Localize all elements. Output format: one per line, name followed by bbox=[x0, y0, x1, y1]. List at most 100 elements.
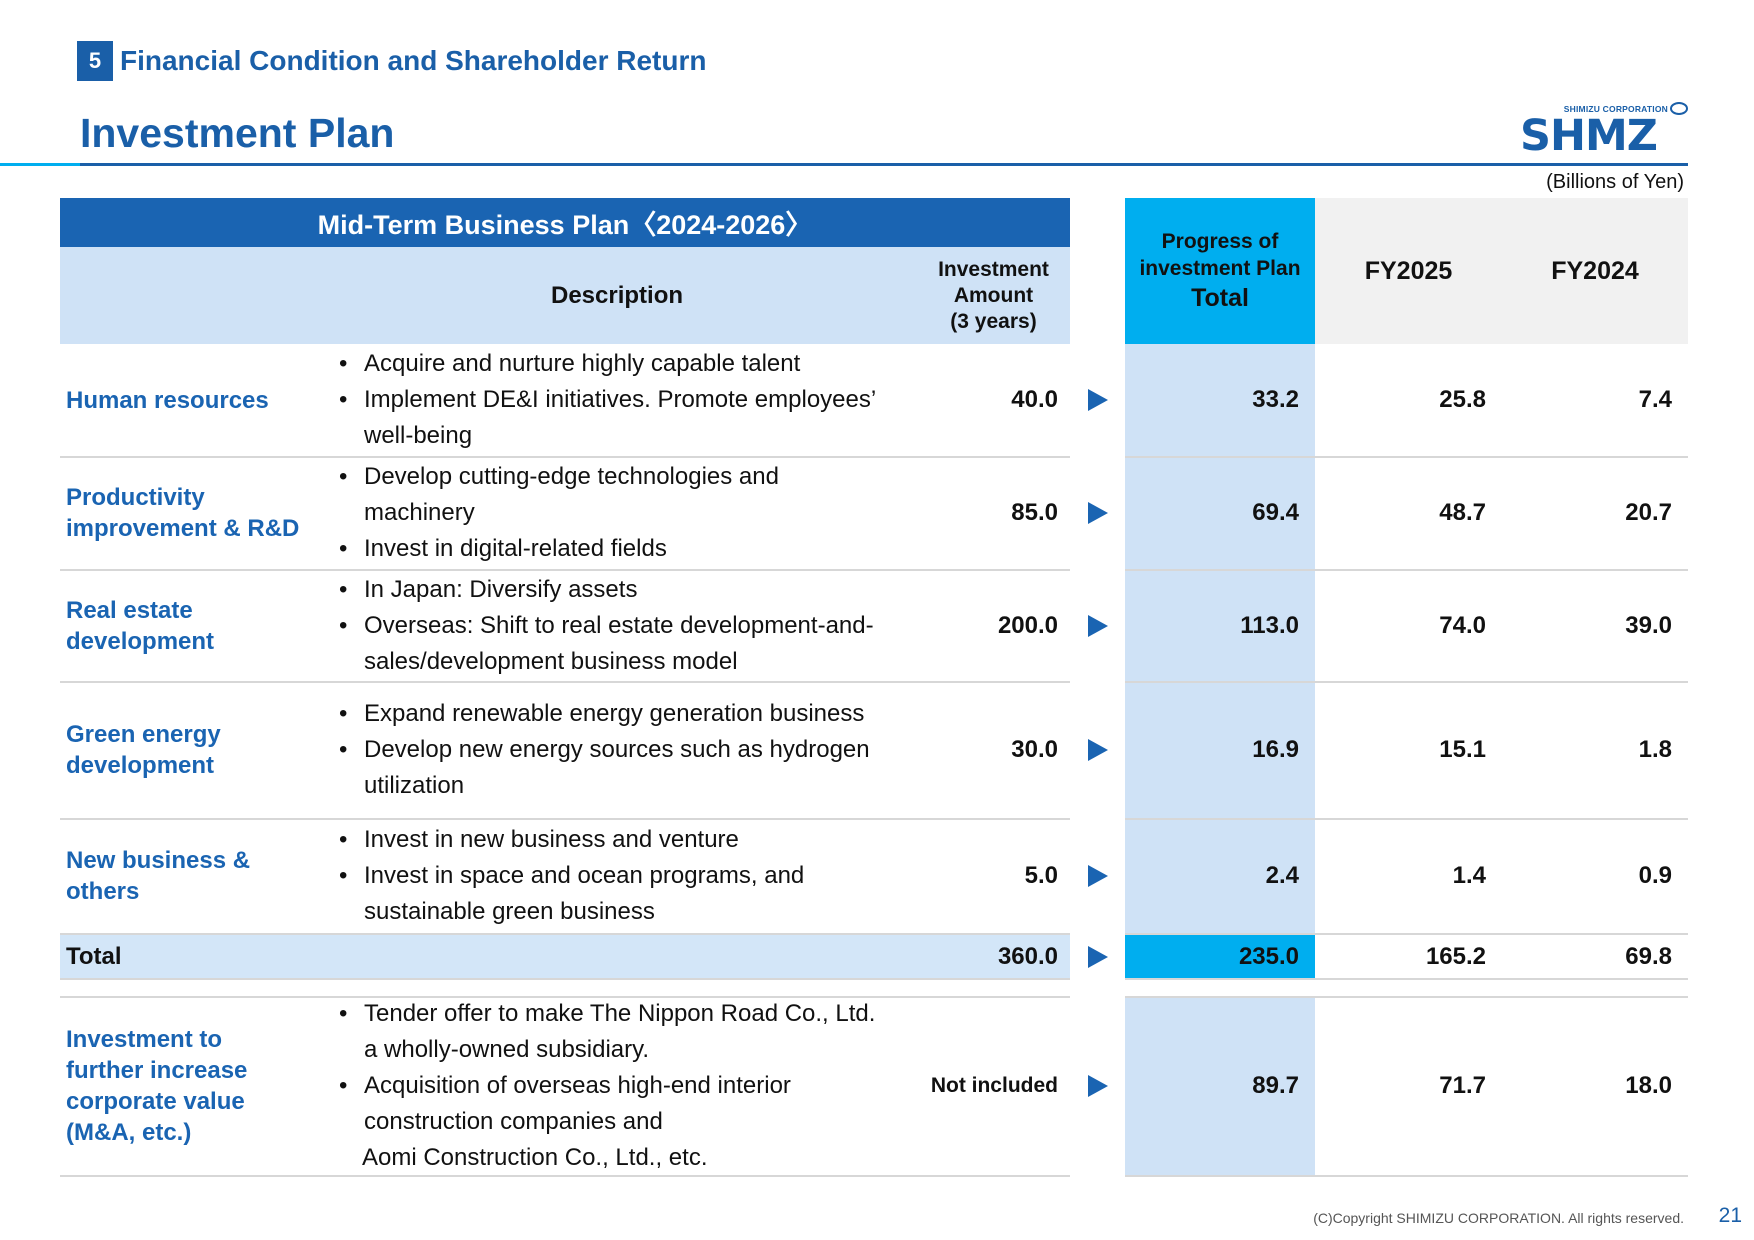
investment-amount: Not included bbox=[930, 1074, 1058, 1097]
arrow-icon bbox=[1070, 457, 1125, 569]
fy2025-header: FY2025 bbox=[1315, 198, 1502, 344]
row-category: Investment to further increase corporate… bbox=[60, 997, 317, 1175]
investment-amount: 200.0 bbox=[997, 611, 1058, 639]
description-continuation: well-being bbox=[364, 422, 473, 449]
plan-header: Mid-Term Business Plan〈2024-2026〉 bbox=[60, 198, 1070, 247]
total-label: Total bbox=[66, 942, 122, 970]
investment-amount: 5.0 bbox=[1024, 862, 1058, 889]
investment-amount: 85.0 bbox=[1011, 499, 1058, 526]
description-bullet: Invest in digital-related fields bbox=[337, 534, 667, 564]
progress-column-bg-ma bbox=[1125, 997, 1315, 1176]
row-description: Expand renewable energy generation busin… bbox=[317, 682, 917, 818]
category-line: further increase bbox=[66, 1057, 248, 1084]
page-number: 21 bbox=[1718, 1204, 1742, 1227]
row-description: Tender offer to make The Nippon Road Co.… bbox=[317, 997, 917, 1175]
fy2024-value: 7.4 bbox=[1638, 386, 1672, 413]
total-progress: 235.0 bbox=[1238, 942, 1299, 970]
category-line: development bbox=[66, 627, 215, 655]
investment-header-cell bbox=[917, 247, 1070, 344]
fy2024-value: 39.0 bbox=[1625, 611, 1672, 639]
description-bullet: In Japan: Diversify assets bbox=[337, 575, 637, 605]
logo-ring-icon bbox=[1670, 102, 1688, 115]
arrow-icon bbox=[1070, 344, 1125, 456]
progress-total: 69.4 bbox=[1252, 499, 1299, 526]
description-bullet: Implement DE&I initiatives. Promote empl… bbox=[337, 385, 876, 415]
row-divider bbox=[1125, 1175, 1688, 1177]
category-line: Productivity bbox=[66, 484, 205, 511]
description-bullet: Acquisition of overseas high-end interio… bbox=[337, 1071, 791, 1101]
description-bullet: Expand renewable energy generation busin… bbox=[337, 699, 864, 729]
investment-amount: 30.0 bbox=[1011, 736, 1058, 763]
section-title: Financial Condition and Shareholder Retu… bbox=[120, 45, 707, 76]
arrow-icon bbox=[1070, 570, 1125, 681]
row-divider bbox=[1125, 569, 1688, 571]
row-divider bbox=[60, 978, 1070, 980]
title-rule-accent bbox=[0, 163, 80, 166]
category-line: New business & bbox=[66, 847, 251, 874]
investment-amount: 40.0 bbox=[1011, 386, 1058, 413]
description-continuation: utilization bbox=[364, 772, 465, 799]
row-divider bbox=[60, 681, 1070, 683]
investment-header-line: Investment bbox=[938, 257, 1049, 281]
description-bullet: Develop new energy sources such as hydro… bbox=[337, 735, 870, 765]
row-description: Acquire and nurture highly capable talen… bbox=[317, 344, 917, 456]
row-divider bbox=[60, 1175, 1070, 1177]
total-investment: 360.0 bbox=[997, 942, 1058, 970]
arrow-icon bbox=[1070, 819, 1125, 933]
fy2024-value: 18.0 bbox=[1625, 1072, 1672, 1099]
progress-header-line: Total bbox=[1191, 284, 1249, 312]
investment-header: Investment Amount (3 years) bbox=[917, 247, 1070, 344]
description-continuation: construction companies and bbox=[364, 1108, 663, 1135]
row-divider bbox=[60, 933, 1070, 935]
fy2025-value: 48.7 bbox=[1439, 499, 1486, 526]
progress-total: 33.2 bbox=[1252, 386, 1299, 413]
category-line: Investment to bbox=[66, 1026, 223, 1053]
category-line: Human resources bbox=[66, 386, 269, 414]
description-bullet: Tender offer to make The Nippon Road Co.… bbox=[337, 999, 875, 1029]
row-divider bbox=[1125, 681, 1688, 683]
category-line: development bbox=[66, 752, 215, 779]
progress-column-bg bbox=[1125, 344, 1315, 935]
description-bullet: Acquire and nurture highly capable talen… bbox=[337, 349, 800, 379]
category-line: Real estate bbox=[66, 596, 193, 624]
row-divider bbox=[60, 818, 1070, 820]
investment-header-line: (3 years) bbox=[950, 309, 1037, 333]
row-divider bbox=[60, 456, 1070, 458]
category-line: improvement & R&D bbox=[66, 515, 300, 542]
company-logo: SHIMIZU CORPORATION SHMZ bbox=[1520, 102, 1688, 158]
progress-header-line: Progress of bbox=[1161, 230, 1279, 253]
description-continuation: a wholly-owned subsidiary. bbox=[364, 1036, 650, 1063]
category-line: corporate value bbox=[66, 1088, 245, 1115]
fy2025-value: 74.0 bbox=[1439, 611, 1486, 639]
progress-header-line: investment Plan bbox=[1139, 257, 1301, 280]
fy2024-value: 0.9 bbox=[1638, 862, 1672, 889]
description-bullet: Invest in space and ocean programs, and bbox=[337, 861, 804, 891]
progress-total: 113.0 bbox=[1240, 611, 1299, 639]
description-continuation: Aomi Construction Co., Ltd., etc. bbox=[362, 1144, 708, 1171]
description-header: Description bbox=[550, 282, 684, 309]
description-continuation: sales/development business model bbox=[364, 647, 738, 675]
row-category: Productivity improvement & R&D bbox=[60, 457, 317, 569]
description-continuation: machinery bbox=[364, 499, 475, 526]
logo-main-text: SHMZ bbox=[1520, 111, 1658, 161]
logo-small-text: SHIMIZU CORPORATION bbox=[1563, 104, 1668, 114]
fy2024-value: 20.7 bbox=[1625, 499, 1672, 526]
row-description: Invest in new business and venture Inves… bbox=[317, 819, 917, 933]
row-divider bbox=[1125, 933, 1688, 935]
row-divider bbox=[60, 996, 1070, 998]
fy2025-value: 71.7 bbox=[1439, 1072, 1486, 1099]
description-bullet: Overseas: Shift to real estate developme… bbox=[337, 611, 874, 641]
fy2025-value: 1.4 bbox=[1452, 862, 1486, 889]
fy2024-value: 1.8 bbox=[1638, 736, 1672, 763]
total-fy2025: 165.2 bbox=[1425, 942, 1486, 970]
investment-header-line: Amount bbox=[953, 283, 1034, 307]
units-label: (Billions of Yen) bbox=[1546, 171, 1684, 193]
description-header-cell bbox=[317, 247, 917, 344]
progress-header: Progress of investment Plan Total bbox=[1125, 198, 1315, 344]
page-title: Investment Plan bbox=[80, 110, 395, 156]
copyright-text: (C)Copyright SHIMIZU CORPORATION. All ri… bbox=[1313, 1210, 1684, 1226]
row-category: Real estate development bbox=[60, 570, 317, 681]
description-bullet: Develop cutting-edge technologies and bbox=[337, 462, 779, 492]
arrow-icon bbox=[1070, 997, 1125, 1175]
row-category: Human resources bbox=[60, 344, 317, 456]
